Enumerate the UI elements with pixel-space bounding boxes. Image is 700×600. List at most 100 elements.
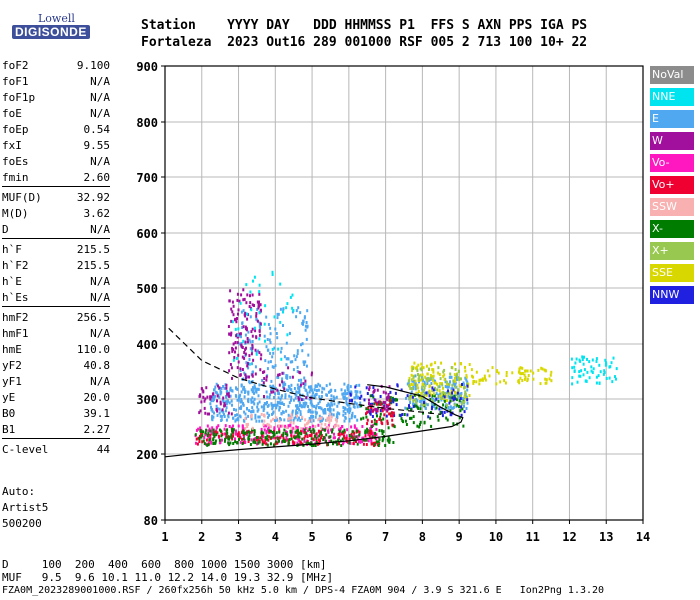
- echo-point: [433, 381, 436, 385]
- echo-point: [250, 414, 253, 418]
- param-name: hmF2: [2, 311, 29, 324]
- auto-line: Artist5: [2, 501, 49, 514]
- echo-point: [382, 417, 385, 421]
- echo-point: [242, 288, 245, 292]
- echo-point: [348, 406, 351, 410]
- echo-point: [357, 396, 359, 400]
- param-value: 9.55: [83, 139, 111, 152]
- echo-point: [366, 392, 369, 395]
- echo-point: [325, 384, 328, 388]
- echo-point: [409, 401, 412, 404]
- echo-point: [340, 388, 343, 392]
- echo-point: [269, 332, 272, 336]
- echo-point: [251, 327, 254, 331]
- echo-point: [330, 388, 333, 392]
- echo-point: [267, 348, 270, 352]
- echo-point: [297, 396, 300, 400]
- echo-point: [444, 391, 447, 395]
- echo-point: [268, 338, 271, 342]
- echo-point: [253, 275, 256, 279]
- echo-point: [451, 399, 454, 402]
- echo-point: [317, 438, 320, 442]
- echo-point: [237, 327, 240, 331]
- echo-point: [237, 398, 240, 402]
- echo-point: [349, 385, 352, 389]
- echo-point: [327, 424, 330, 428]
- echo-point: [438, 407, 441, 411]
- echo-point: [484, 376, 486, 380]
- echo-point: [591, 371, 594, 374]
- echo-point: [229, 394, 232, 398]
- echo-point: [226, 399, 229, 403]
- echo-point: [453, 373, 456, 377]
- y-tick-label: 800: [136, 116, 158, 130]
- echo-point: [400, 417, 403, 421]
- echo-point: [369, 402, 372, 406]
- echo-point: [220, 387, 223, 390]
- echo-point: [291, 411, 294, 415]
- echo-point: [210, 395, 213, 399]
- echo-point: [408, 376, 411, 380]
- echo-point: [353, 425, 356, 429]
- echo-point: [206, 395, 209, 399]
- echo-point: [258, 439, 261, 443]
- echo-point: [250, 388, 253, 392]
- echo-point: [278, 424, 281, 428]
- echo-point: [446, 391, 448, 395]
- echo-point: [273, 386, 276, 390]
- echo-point: [419, 405, 422, 409]
- echo-point: [366, 422, 369, 426]
- echo-point: [356, 418, 359, 422]
- echo-point: [243, 395, 246, 399]
- echo-point: [259, 326, 262, 330]
- echo-point: [263, 334, 266, 338]
- echo-point: [271, 273, 274, 276]
- echo-point: [283, 428, 286, 432]
- echo-point: [257, 394, 260, 398]
- legend-item: NoVal: [650, 66, 694, 84]
- echo-point: [266, 411, 269, 415]
- echo-point: [377, 444, 380, 447]
- echo-point: [231, 349, 234, 353]
- echo-point: [454, 379, 457, 383]
- echo-point: [350, 416, 353, 420]
- echo-point: [491, 366, 494, 370]
- echo-point: [295, 412, 298, 416]
- echo-point: [237, 396, 240, 400]
- echo-point: [379, 402, 382, 406]
- echo-point: [300, 343, 302, 347]
- echo-point: [336, 413, 339, 417]
- echo-point: [317, 406, 320, 410]
- echo-point: [583, 355, 585, 359]
- echo-point: [265, 345, 268, 349]
- echo-point: [518, 368, 521, 372]
- echo-point: [378, 429, 381, 433]
- echo-point: [399, 414, 402, 417]
- echo-point: [436, 382, 439, 386]
- echo-point: [209, 395, 212, 399]
- echo-point: [281, 401, 284, 405]
- echo-point: [319, 419, 322, 423]
- param-row: hmF2 256.5: [2, 310, 110, 326]
- echo-point: [322, 409, 325, 413]
- echo-point: [375, 420, 378, 423]
- echo-point: [198, 437, 201, 441]
- echo-point: [375, 427, 378, 431]
- echo-point: [449, 380, 451, 384]
- echo-point: [296, 426, 299, 429]
- echo-point: [524, 376, 527, 379]
- echo-point: [408, 396, 411, 400]
- echo-point: [450, 387, 453, 391]
- echo-point: [355, 435, 358, 439]
- echo-point: [287, 443, 290, 447]
- echo-point: [202, 430, 204, 434]
- echo-point: [224, 400, 227, 404]
- echo-point: [223, 404, 226, 408]
- echo-point: [239, 301, 242, 305]
- echo-point: [452, 422, 455, 426]
- echo-point: [333, 396, 336, 400]
- echo-point: [409, 416, 411, 420]
- legend-item: X+: [650, 242, 694, 260]
- echo-point: [254, 441, 257, 445]
- echo-point: [349, 392, 352, 396]
